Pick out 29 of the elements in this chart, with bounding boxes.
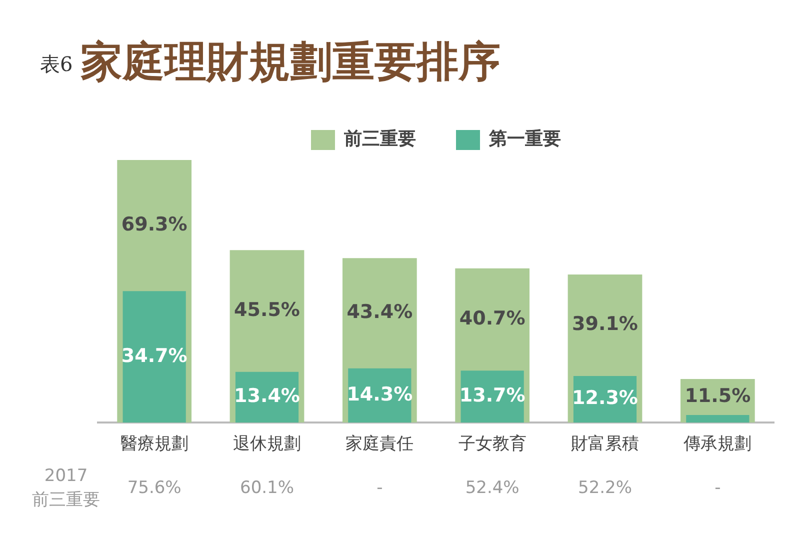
text: - <box>714 478 721 498</box>
data-label: 11.5% <box>684 384 751 407</box>
data-label: 45.5% <box>234 298 300 321</box>
data-label: 34.7% <box>121 344 188 367</box>
x-tick-label: 家庭責任 <box>346 434 414 454</box>
text: 2017 前三重要 <box>32 466 100 510</box>
legend-label: 前三重要 <box>343 128 416 150</box>
x-tick-label: 子女教育 <box>458 434 526 454</box>
data-label: 13.7% <box>459 384 526 407</box>
text: 75.6% <box>127 478 182 498</box>
x-tick-label: 醫療規劃 <box>120 434 188 454</box>
data-label: 39.1% <box>572 313 638 336</box>
data-label: 12.3% <box>572 387 638 410</box>
text: 60.1% <box>240 478 294 498</box>
bar <box>686 415 750 423</box>
x-tick-label: 財富累積 <box>571 434 639 454</box>
data-label: 13.4% <box>234 385 300 408</box>
data-label: 43.4% <box>346 301 413 324</box>
legend-label: 第一重要 <box>488 128 561 150</box>
text: 52.2% <box>578 478 632 498</box>
x-tick-label: 傳承規劃 <box>682 434 752 454</box>
x-tick-label: 退休規劃 <box>233 434 301 454</box>
chart-title: 表6 家庭理財規劃重要排序 <box>40 36 501 88</box>
text: - <box>376 478 383 498</box>
data-label: 40.7% <box>459 307 526 330</box>
data-label: 14.3% <box>346 383 413 406</box>
text: 52.4% <box>465 478 520 498</box>
data-label: 69.3% <box>121 213 188 236</box>
bar <box>122 291 186 423</box>
